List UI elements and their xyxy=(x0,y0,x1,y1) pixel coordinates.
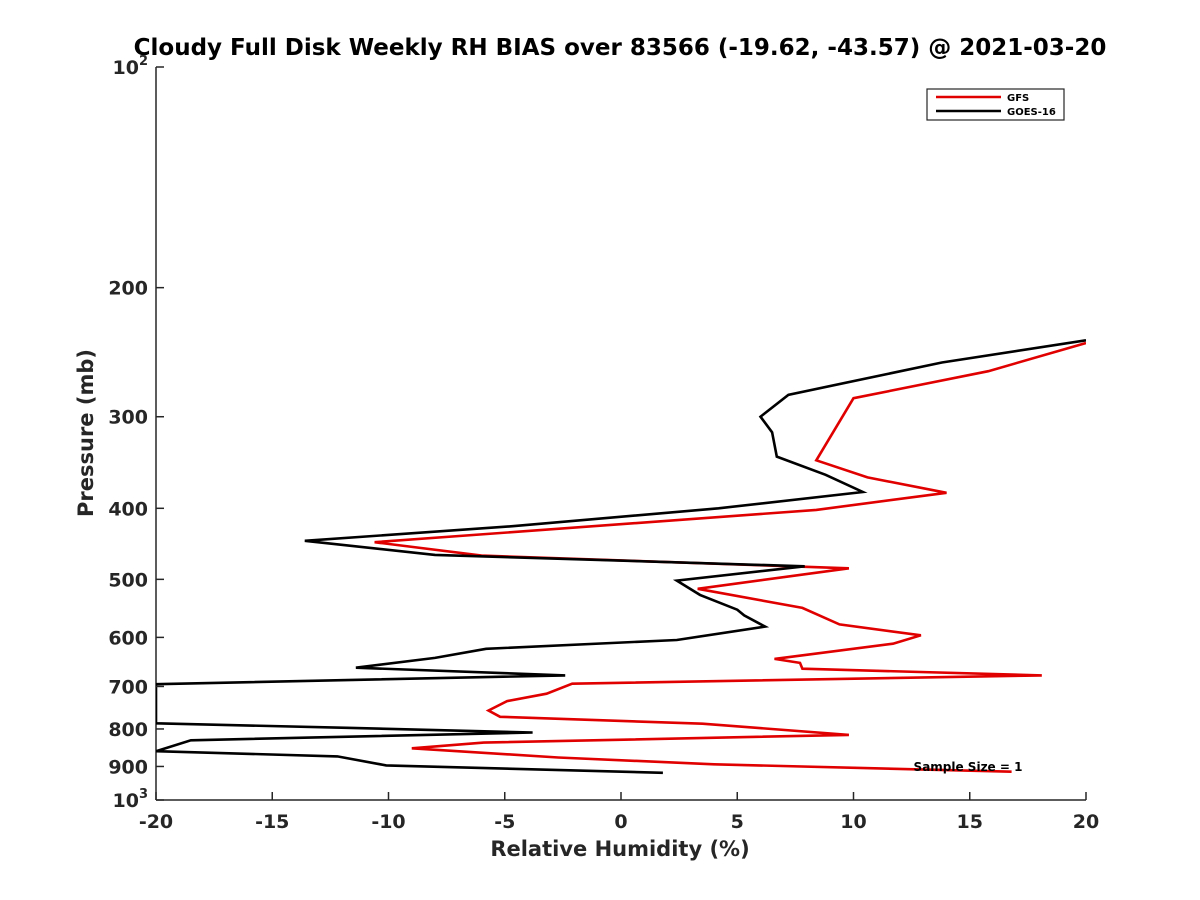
y-tick-label: 500 xyxy=(108,569,148,591)
legend-label: GOES-16 xyxy=(1007,107,1056,118)
y-tick-label: 400 xyxy=(108,498,148,520)
x-axis-label: Relative Humidity (%) xyxy=(490,837,749,861)
series-line-goes-16 xyxy=(156,339,1086,775)
x-tick-label: -10 xyxy=(371,811,405,833)
y-axis-label: Pressure (mb) xyxy=(74,349,98,517)
y-tick-label: 600 xyxy=(108,627,148,649)
legend: GFS GOES-16 xyxy=(926,88,1065,121)
y-tick-label: 700 xyxy=(108,676,148,698)
plot-area xyxy=(155,67,1086,801)
chart-title: Cloudy Full Disk Weekly RH BIAS over 835… xyxy=(134,35,1107,61)
x-tick-label: 15 xyxy=(957,811,983,833)
y-tick-label: 900 xyxy=(108,756,148,778)
x-tick-label: 10 xyxy=(840,811,866,833)
x-tick-label: 0 xyxy=(614,811,627,833)
sample-size-annotation: Sample Size = 1 xyxy=(914,760,1023,774)
y-tick-label: 102 xyxy=(113,54,149,79)
y-tick-label: 200 xyxy=(108,278,148,300)
x-tick-label: 5 xyxy=(731,811,744,833)
y-axis-ticks: 102 200 300 400 500 600 700 800 900 103 xyxy=(108,54,164,812)
x-tick-label: -5 xyxy=(494,811,515,833)
series-line-gfs xyxy=(374,341,1086,773)
legend-label: GFS xyxy=(1007,93,1029,104)
y-tick-label: 800 xyxy=(108,719,148,741)
x-tick-label: -15 xyxy=(255,811,289,833)
x-tick-label: -20 xyxy=(139,811,173,833)
x-axis-ticks: -20 -15 -10 -5 0 5 10 15 20 xyxy=(139,792,1099,833)
x-tick-label: 20 xyxy=(1073,811,1099,833)
legend-box xyxy=(926,88,1065,121)
y-tick-label: 300 xyxy=(108,407,148,429)
y-tick-label: 103 xyxy=(113,787,149,812)
